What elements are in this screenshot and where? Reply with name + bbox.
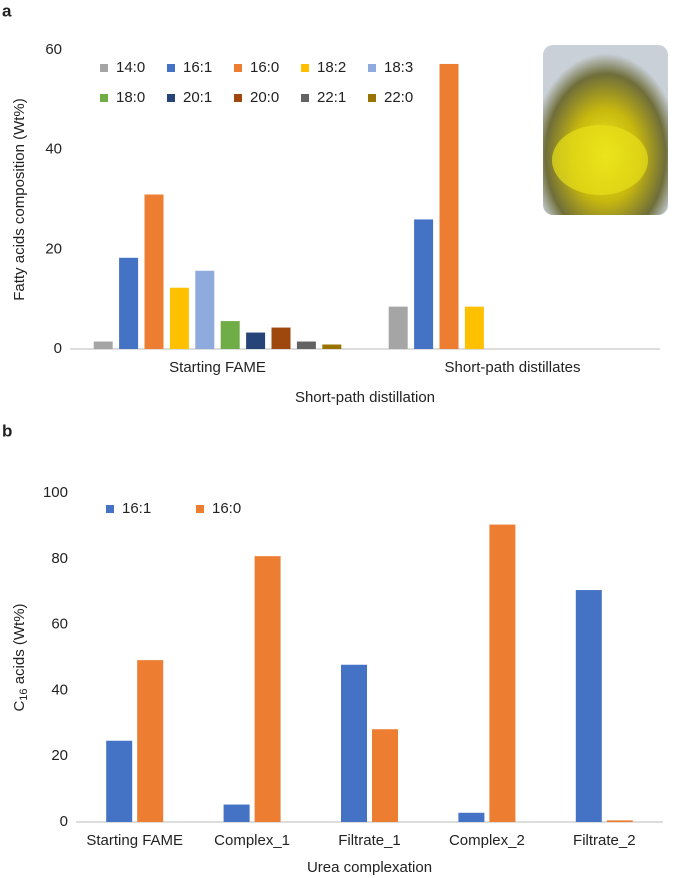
legend-label: 16:0 (212, 500, 241, 517)
y-axis-title-subscript: 16 (18, 688, 30, 700)
legend-label: 18:2 (317, 59, 346, 76)
photo-flask (552, 125, 648, 195)
bar (246, 332, 266, 349)
bar (489, 524, 516, 822)
y-axis-title-base: C (11, 701, 28, 712)
legend-swatch (368, 94, 376, 102)
bar (606, 820, 633, 822)
x-tick-label: Complex_2 (449, 832, 525, 849)
legend-swatch (167, 64, 175, 72)
y-tick-label: 80 (51, 550, 68, 567)
y-axis-title-rest: acids (Wt%) (11, 603, 28, 688)
legend-label: 20:1 (183, 89, 212, 106)
y-axis-title: Fatty acids composition (Wt%) (11, 98, 28, 301)
legend-label: 18:0 (116, 89, 145, 106)
bar (254, 556, 281, 822)
x-tick-label: Filtrate_1 (338, 832, 401, 849)
x-axis-title: Short-path distillation (295, 389, 435, 406)
legend-swatch (100, 64, 108, 72)
bar (119, 257, 139, 349)
x-tick-label: Filtrate_2 (573, 832, 636, 849)
legend-swatch (234, 64, 242, 72)
bar (341, 664, 367, 822)
legend-swatch (301, 94, 309, 102)
legend-label: 20:0 (250, 89, 279, 106)
bar (223, 804, 250, 822)
bar (144, 194, 164, 349)
bar (296, 341, 316, 349)
bar (271, 327, 291, 349)
y-tick-label: 60 (45, 41, 62, 58)
legend-label: 18:3 (384, 59, 413, 76)
legend-label: 16:1 (183, 59, 212, 76)
legend-swatch (167, 94, 175, 102)
legend-label: 16:0 (250, 59, 279, 76)
bar (220, 321, 240, 349)
x-tick-label: Complex_1 (214, 832, 290, 849)
y-tick-label: 40 (51, 681, 68, 698)
bar (169, 287, 189, 349)
y-tick-label: 0 (54, 340, 62, 357)
y-tick-label: 60 (51, 616, 68, 633)
bar (575, 590, 602, 822)
y-tick-label: 20 (45, 240, 62, 257)
panel-label: b (2, 421, 12, 440)
y-tick-label: 0 (60, 813, 68, 830)
legend-label: 22:1 (317, 89, 346, 106)
y-tick-label: 100 (43, 484, 68, 501)
legend-label: 16:1 (122, 500, 151, 517)
bar (458, 812, 485, 822)
x-tick-label: Starting FAME (169, 359, 266, 376)
legend-label: 22:0 (384, 89, 413, 106)
bar (464, 306, 484, 349)
legend-swatch (100, 94, 108, 102)
legend-swatch (106, 505, 114, 513)
legend-swatch (234, 94, 242, 102)
bar (372, 729, 398, 822)
legend-label: 14:0 (116, 59, 145, 76)
bar (195, 270, 215, 349)
bar (439, 63, 459, 349)
x-axis-title: Urea complexation (307, 859, 432, 876)
legend-swatch (196, 505, 204, 513)
bar (414, 219, 434, 349)
bar (93, 341, 113, 349)
panel-label: a (2, 1, 12, 20)
y-tick-label: 20 (51, 747, 68, 764)
x-tick-label: Starting FAME (86, 832, 183, 849)
bar (137, 660, 164, 822)
bar (322, 344, 342, 349)
legend-swatch (368, 64, 376, 72)
y-tick-label: 40 (45, 141, 62, 158)
x-tick-label: Short-path distillates (445, 359, 581, 376)
bar (388, 306, 408, 349)
legend-swatch (301, 64, 309, 72)
y-axis-title: C16 acids (Wt%) (11, 603, 30, 711)
bar (106, 740, 133, 822)
